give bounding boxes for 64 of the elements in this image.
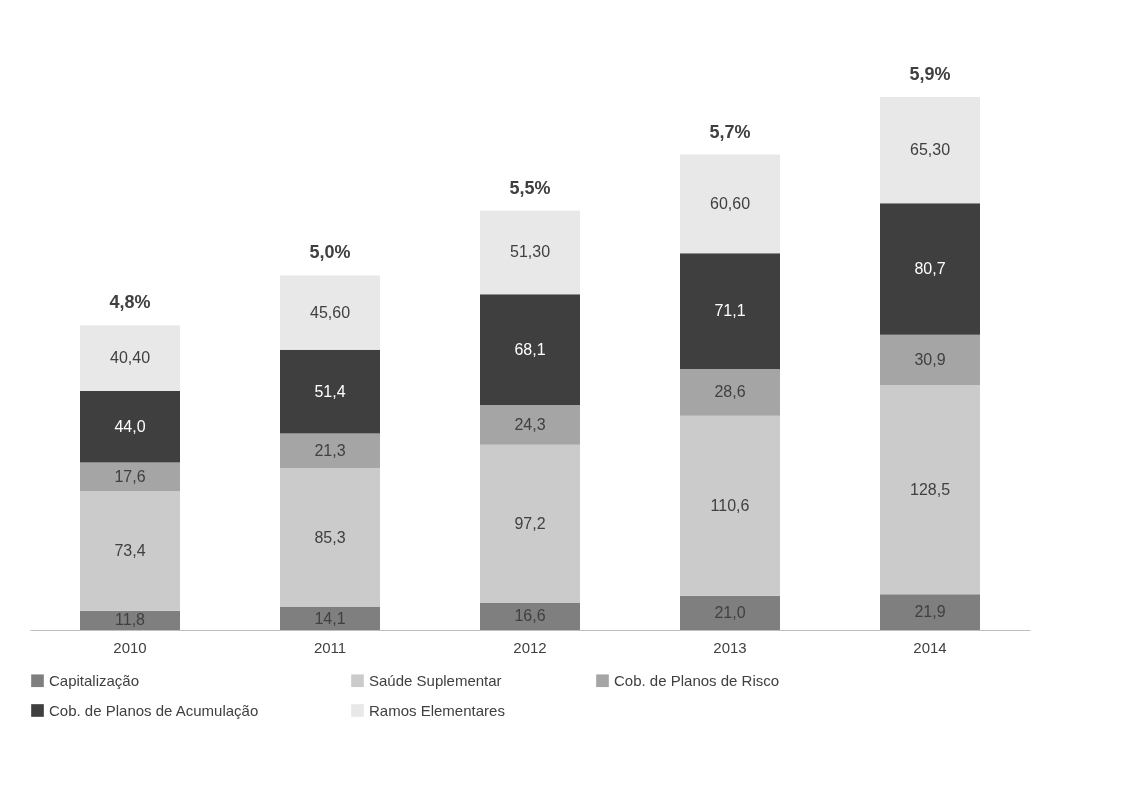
bar <box>480 602 580 630</box>
data-label: 40,40 <box>109 349 151 367</box>
data-label: 60,60 <box>709 194 751 212</box>
bar <box>680 154 780 254</box>
data-label: 80,7 <box>914 260 946 278</box>
legend-label: Capitalização <box>49 671 140 689</box>
x-tick-label: 2014 <box>913 638 947 656</box>
annotation: 4,8% <box>109 292 151 313</box>
data-label: 51,4 <box>314 382 346 400</box>
data-label: 73,4 <box>114 542 146 560</box>
bar <box>480 294 580 406</box>
bar <box>280 607 380 630</box>
bar <box>480 444 580 603</box>
legend-label: Cob. de Planos de Acumulação <box>49 701 259 719</box>
data-label: 45,60 <box>309 303 351 321</box>
x-tick-label: 2011 <box>313 638 347 656</box>
bar <box>880 334 980 386</box>
bar <box>480 405 580 445</box>
data-label: 14,1 <box>314 609 346 627</box>
bar <box>880 96 980 204</box>
annotation: 5,0% <box>309 242 351 263</box>
x-tick-label: 2012 <box>513 638 547 656</box>
legend-label: Cob. de Planos de Risco <box>614 671 780 689</box>
bar <box>880 385 980 595</box>
bar <box>480 210 580 295</box>
bar <box>680 253 780 370</box>
data-label: 97,2 <box>514 514 546 532</box>
x-tick-label: 2013 <box>713 638 747 656</box>
data-label: 85,3 <box>314 528 346 546</box>
bar <box>880 203 980 335</box>
data-label: 21,9 <box>914 603 946 621</box>
data-label: 28,6 <box>714 383 746 401</box>
data-label: 21,3 <box>314 441 346 459</box>
x-tick-label: 2010 <box>113 638 147 656</box>
data-label: 68,1 <box>514 340 546 358</box>
data-label: 24,3 <box>514 415 546 433</box>
bar <box>80 462 180 492</box>
data-label: 71,1 <box>714 302 746 320</box>
bar <box>280 275 380 350</box>
bar <box>80 390 180 463</box>
data-label: 128,5 <box>909 480 951 498</box>
annotation: 5,9% <box>909 63 951 84</box>
bar <box>680 369 780 416</box>
bar <box>280 349 380 434</box>
bar <box>880 594 980 630</box>
data-label: 17,6 <box>114 467 146 485</box>
bar <box>80 491 180 611</box>
annotation: 5,5% <box>509 177 551 198</box>
bar <box>680 595 780 630</box>
data-label: 11,8 <box>115 611 146 629</box>
data-label: 51,30 <box>509 243 551 261</box>
bar <box>280 468 380 608</box>
data-label: 30,9 <box>914 350 946 368</box>
data-label: 44,0 <box>114 417 146 435</box>
legend-label: Saúde Suplementar <box>369 671 502 689</box>
data-label: 65,30 <box>909 141 951 159</box>
data-label: 16,6 <box>514 607 546 625</box>
legend-label: Ramos Elementares <box>369 701 505 719</box>
data-label: 110,6 <box>710 496 750 514</box>
data-label: 21,0 <box>714 603 746 621</box>
bar <box>80 325 180 391</box>
bar <box>280 433 380 469</box>
annotation: 5,7% <box>709 121 751 142</box>
bar <box>680 415 780 596</box>
